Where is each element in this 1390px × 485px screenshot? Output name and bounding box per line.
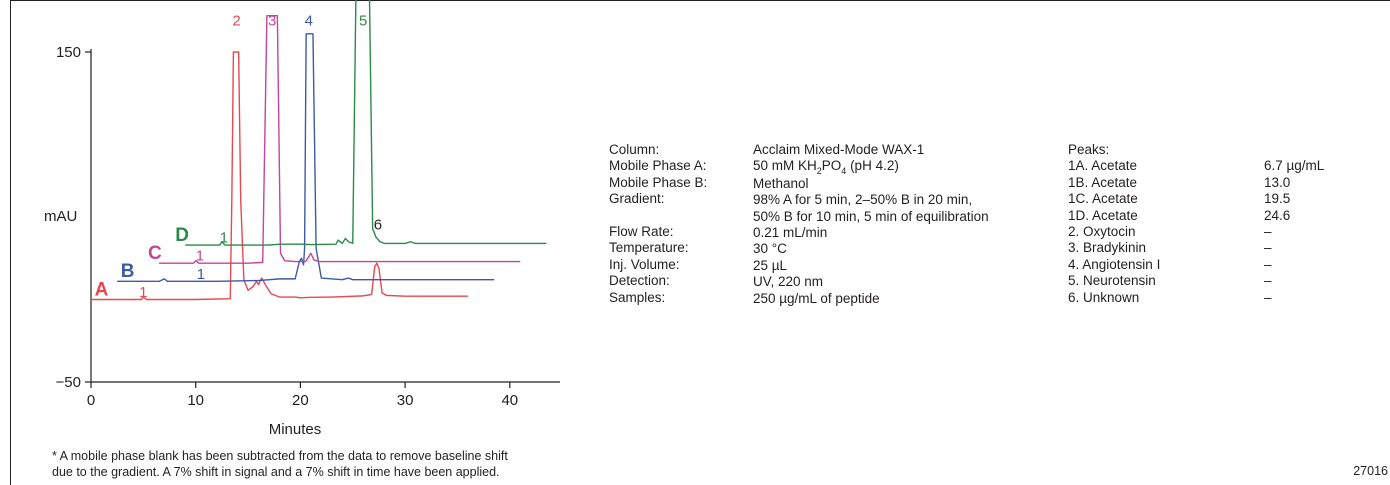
peak-label-5: 5 xyxy=(359,13,367,30)
condition-label: Inj. Volume: xyxy=(609,256,680,272)
peak-concentration: 6.7 µg/mL xyxy=(1264,158,1325,174)
y-axis-title: mAU xyxy=(44,208,77,225)
trace-c xyxy=(159,14,521,264)
gradient-value-line-1: 98% A for 5 min, 2–50% B in 20 min, xyxy=(753,192,973,208)
trace-peak-1-label: 1 xyxy=(139,284,147,301)
peak-concentration: 24.6 xyxy=(1264,207,1291,223)
peak-name: 1B. Acetate xyxy=(1068,174,1138,190)
trace-a xyxy=(91,51,468,301)
peak-label-3: 3 xyxy=(268,13,276,30)
peak-concentration: 19.5 xyxy=(1264,191,1291,207)
peak-name: 4. Angiotensin I xyxy=(1068,256,1161,272)
column-value: Acclaim Mixed-Mode WAX-1 xyxy=(753,142,925,157)
inj-volume-value: 25 µL xyxy=(753,257,788,273)
peak-concentration: 13.0 xyxy=(1264,174,1291,190)
peaks-header-spacer xyxy=(1264,142,1374,158)
peak-name: 1D. Acetate xyxy=(1068,207,1138,223)
condition-label: Gradient: xyxy=(609,191,665,207)
gradient-value-line-2: 50% B for 10 min, 5 min of equilibration xyxy=(753,208,989,224)
conditions-labels: Column: Mobile Phase A: Mobile Phase B: Gra… xyxy=(609,142,749,306)
peak-label-2: 2 xyxy=(232,13,240,30)
peak-concentration: – xyxy=(1264,256,1272,272)
mobile-phase-b-value: Methanol xyxy=(753,175,809,191)
trace-peak-1-label: 1 xyxy=(196,248,204,265)
condition-label: Temperature: xyxy=(609,240,689,256)
peak-name: 6. Unknown xyxy=(1068,289,1140,305)
subscript-4: 4 xyxy=(841,166,847,177)
mobile-phase-a-suffix: (pH 4.2) xyxy=(846,158,899,174)
x-axis-title: Minutes xyxy=(269,421,322,438)
samples-value: 250 µg/mL of peptide xyxy=(753,290,880,306)
condition-label: Mobile Phase B: xyxy=(609,174,708,190)
peak-concentration: – xyxy=(1264,224,1272,240)
x-tick-label: 0 xyxy=(87,392,95,409)
peak-name: 1C. Acetate xyxy=(1068,191,1138,207)
footnote: * A mobile phase blank has been subtract… xyxy=(52,448,612,480)
condition-label: Samples: xyxy=(609,289,666,305)
peak-name: 2. Oxytocin xyxy=(1068,224,1136,240)
detection-value: UV, 220 nm xyxy=(753,274,824,290)
mobile-phase-a-value: 50 mM KH2PO4 (pH 4.2) xyxy=(753,158,1063,177)
trace-peak-1-label: 1 xyxy=(197,266,205,283)
peak-name: 3. Bradykinin xyxy=(1068,240,1147,256)
trace-d xyxy=(185,0,547,246)
mobile-phase-a-text: 50 mM KH xyxy=(753,158,817,174)
trace-label-d: D xyxy=(175,225,189,246)
mobile-phase-a-mid: PO xyxy=(821,158,842,174)
trace-label-c: C xyxy=(148,243,162,264)
figure-frame xyxy=(10,0,1390,485)
peak-concentration: – xyxy=(1264,273,1272,289)
x-tick-label: 40 xyxy=(501,392,518,409)
trace-label-a: A xyxy=(95,279,109,300)
peak-concentration: – xyxy=(1264,240,1272,256)
figure-id: 27016 xyxy=(1353,464,1388,478)
y-tick-label: −50 xyxy=(56,374,81,391)
x-tick-label: 20 xyxy=(292,392,309,409)
conditions-values: Acclaim Mixed-Mode WAX-1 50 mM KH2PO4 (p… xyxy=(753,142,1063,307)
peaks-header: Peaks: xyxy=(1068,142,1110,157)
peaks-list: Peaks: 1A. Acetate 1B. Acetate 1C. Acetate… xyxy=(1068,142,1248,306)
peak-label-6: 6 xyxy=(374,216,382,233)
peak-name: 1A. Acetate xyxy=(1068,158,1138,174)
trace-b xyxy=(117,33,495,283)
peak-name: 5. Neurotensin xyxy=(1068,273,1156,289)
trace-labels: A 1B 1C 1D 1 xyxy=(95,225,229,301)
x-tick-label: 30 xyxy=(397,392,414,409)
y-tick-label: 150 xyxy=(56,44,81,61)
traces xyxy=(91,0,547,301)
axes: 150 −50 0 10 20 30 40 mAU Minutes xyxy=(44,44,560,438)
flow-rate-value: 0.21 mL/min xyxy=(753,225,828,241)
condition-label: Detection: xyxy=(609,273,670,289)
condition-label xyxy=(609,208,749,224)
trace-peak-1-label: 1 xyxy=(220,230,228,247)
y-ticks: 150 −50 xyxy=(56,44,91,391)
peaks-concentrations: 6.7 µg/mL 13.0 19.5 24.6– – – – – xyxy=(1264,142,1374,306)
temperature-value: 30 °C xyxy=(753,241,787,257)
trace-label-b: B xyxy=(121,261,135,282)
x-ticks: 0 10 20 30 40 xyxy=(87,382,518,409)
x-tick-label: 10 xyxy=(187,392,204,409)
footnote-line-2: due to the gradient. A 7% shift in signa… xyxy=(52,465,500,479)
peak-labels: 2 3 4 5 6 xyxy=(232,13,382,234)
condition-label: Mobile Phase A: xyxy=(609,158,707,174)
condition-label: Flow Rate: xyxy=(609,224,674,240)
peak-concentration: – xyxy=(1264,289,1272,305)
condition-label: Column: xyxy=(609,142,660,157)
peak-label-4: 4 xyxy=(305,13,313,30)
subscript-2: 2 xyxy=(816,166,822,177)
footnote-line-1: * A mobile phase blank has been subtract… xyxy=(52,449,508,463)
